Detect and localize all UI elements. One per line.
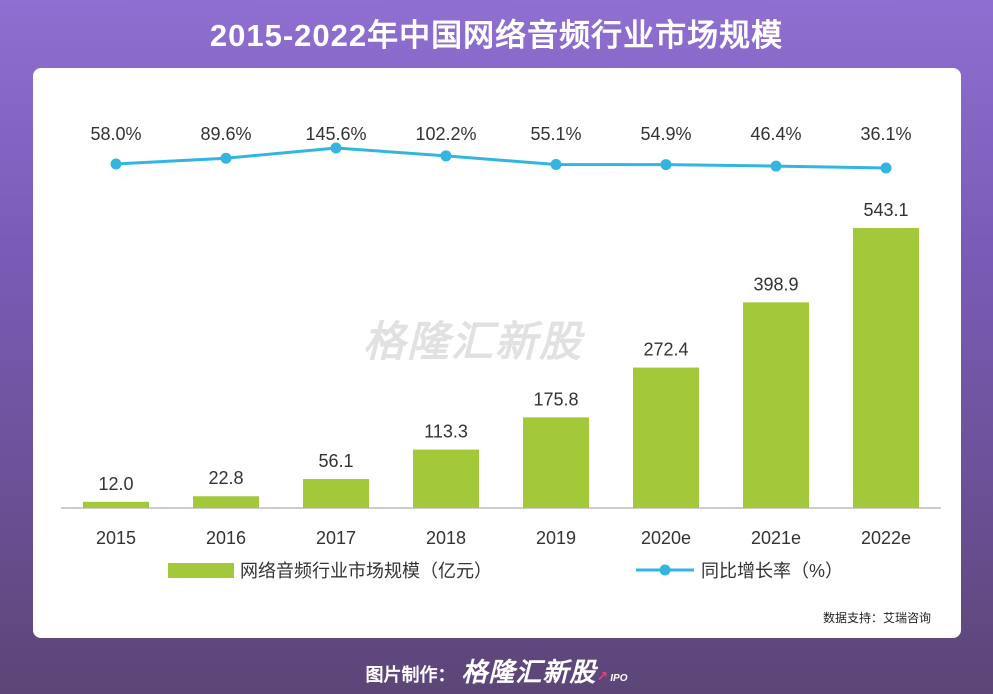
x-tick-label: 2022e xyxy=(861,528,911,548)
bar-2020e xyxy=(633,367,699,508)
x-tick-label: 2021e xyxy=(751,528,801,548)
bar-2019 xyxy=(523,417,589,508)
x-tick-label: 2018 xyxy=(426,528,466,548)
growth-rate-label: 89.6% xyxy=(200,124,251,144)
growth-rate-point xyxy=(330,142,342,154)
chart-card: 12.0 2015 22.8 2016 56.1 2017 113.3 2018 175.8 20… xyxy=(33,68,961,638)
growth-rate-label: 55.1% xyxy=(530,124,581,144)
growth-rate-point xyxy=(220,152,232,164)
growth-rate-label: 54.9% xyxy=(640,124,691,144)
growth-rate-label: 145.6% xyxy=(305,124,366,144)
chart-svg: 12.0 2015 22.8 2016 56.1 2017 113.3 2018 175.8 20… xyxy=(61,124,941,581)
bar-2021e xyxy=(743,302,809,508)
bar-value-label: 272.4 xyxy=(643,340,688,360)
growth-rate-point xyxy=(550,159,562,171)
growth-rate-point xyxy=(770,160,782,172)
legend-line-marker xyxy=(659,564,671,576)
footer-brand-sub: IPO xyxy=(610,673,628,684)
legend-bar-swatch xyxy=(168,563,234,578)
watermark-text: 格隆汇新股 xyxy=(363,318,584,365)
bar-value-label: 56.1 xyxy=(318,451,353,471)
chart-title: 2015-2022年中国网络音频行业市场规模 xyxy=(209,18,784,53)
growth-rate-label: 102.2% xyxy=(415,124,476,144)
bar-value-label: 12.0 xyxy=(98,474,133,494)
growth-rate-point xyxy=(110,158,122,170)
growth-rate-point xyxy=(880,162,892,174)
bar-2015 xyxy=(83,501,149,508)
growth-rate-line xyxy=(115,146,887,170)
bar-value-label: 398.9 xyxy=(753,274,798,294)
bar-value-label: 175.8 xyxy=(533,389,578,409)
footer-prefix: 图片制作： xyxy=(365,665,456,685)
x-tick-label: 2016 xyxy=(206,528,246,548)
bar-2016 xyxy=(193,496,259,508)
x-tick-label: 2019 xyxy=(536,528,576,548)
growth-rate-label: 36.1% xyxy=(860,124,911,144)
x-tick-label: 2015 xyxy=(96,528,136,548)
growth-rate-label: 46.4% xyxy=(750,124,801,144)
source-note: 数据支持：艾瑞咨询 xyxy=(822,611,931,625)
footer: 图片制作： 格隆汇新股↗ IPO xyxy=(0,652,993,689)
bar-2017 xyxy=(303,479,369,508)
legend-bar-label: 网络音频行业市场规模（亿元） xyxy=(240,561,492,581)
bar-2022e xyxy=(853,228,919,508)
growth-rate-point xyxy=(440,150,452,162)
x-tick-label: 2017 xyxy=(316,528,356,548)
growth-rate-label: 58.0% xyxy=(90,124,141,144)
x-tick-label: 2020e xyxy=(641,528,691,548)
footer-brand: 格隆汇新股 xyxy=(461,657,597,687)
legend-line-label: 同比增长率（%） xyxy=(701,561,843,581)
growth-rate-point xyxy=(660,159,672,171)
bar-value-label: 22.8 xyxy=(208,468,243,488)
trend-arrow-icon: ↗ xyxy=(596,668,609,684)
bar-value-label: 113.3 xyxy=(424,422,468,442)
bar-2018 xyxy=(413,449,479,508)
bar-value-label: 543.1 xyxy=(863,200,908,220)
